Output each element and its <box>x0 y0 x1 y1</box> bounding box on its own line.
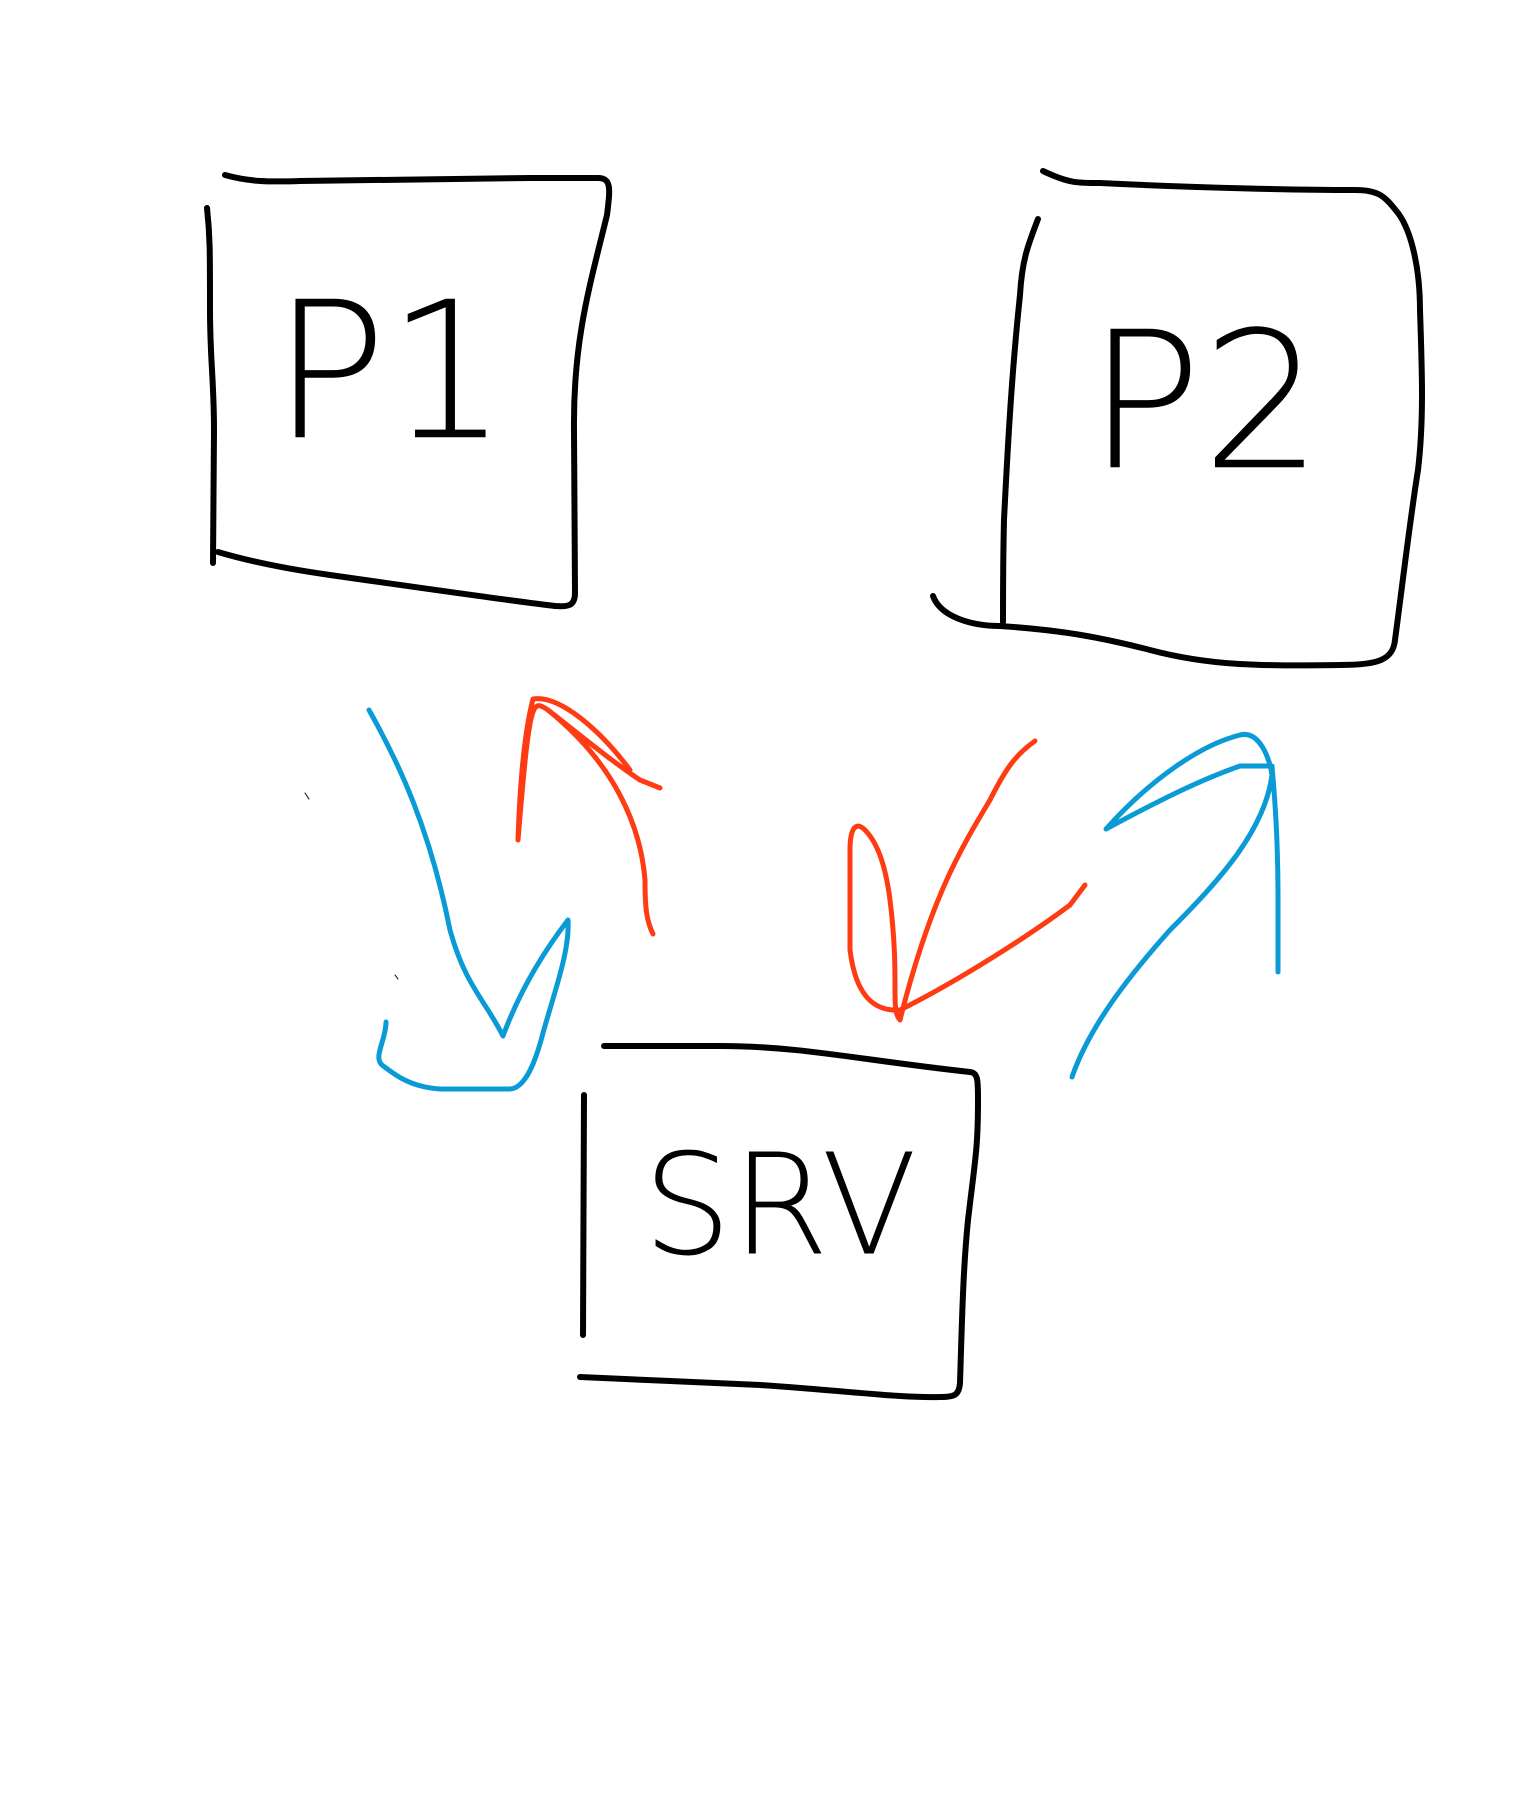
arrow <box>847 738 1088 1023</box>
node-label: SRV <box>643 1125 917 1288</box>
arrow <box>1069 732 1281 1080</box>
node-box <box>930 168 1425 669</box>
arrow <box>515 696 663 937</box>
stray-mark <box>304 792 399 980</box>
node-box <box>577 1043 981 1401</box>
node-label: P2 <box>1087 291 1322 512</box>
node-label: P1 <box>272 261 507 482</box>
node-box <box>204 172 613 610</box>
arrow <box>366 707 571 1092</box>
